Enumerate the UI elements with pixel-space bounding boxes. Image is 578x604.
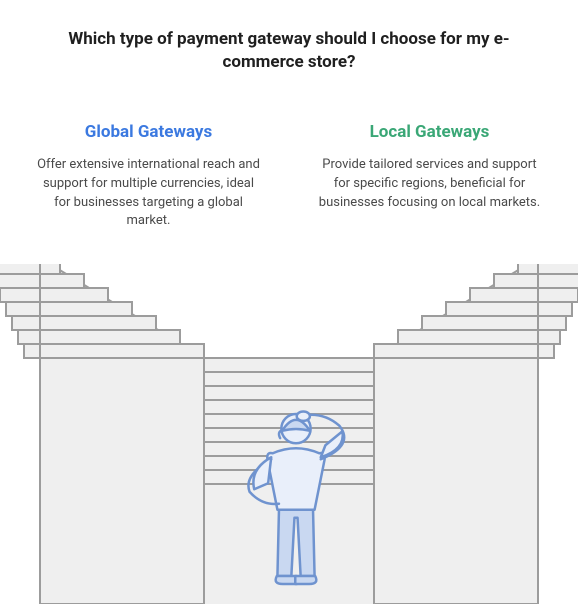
- options-row: Global Gateways Offer extensive internat…: [0, 74, 578, 231]
- option-local: Local Gateways Provide tailored services…: [309, 122, 550, 231]
- option-local-heading: Local Gateways: [309, 122, 550, 142]
- option-global-heading: Global Gateways: [28, 122, 269, 142]
- forked-stairs-illustration: [0, 264, 578, 604]
- option-global: Global Gateways Offer extensive internat…: [28, 122, 269, 231]
- page-title: Which type of payment gateway should I c…: [0, 0, 578, 74]
- option-local-body: Provide tailored services and support fo…: [309, 156, 550, 213]
- option-global-body: Offer extensive international reach and …: [28, 156, 269, 231]
